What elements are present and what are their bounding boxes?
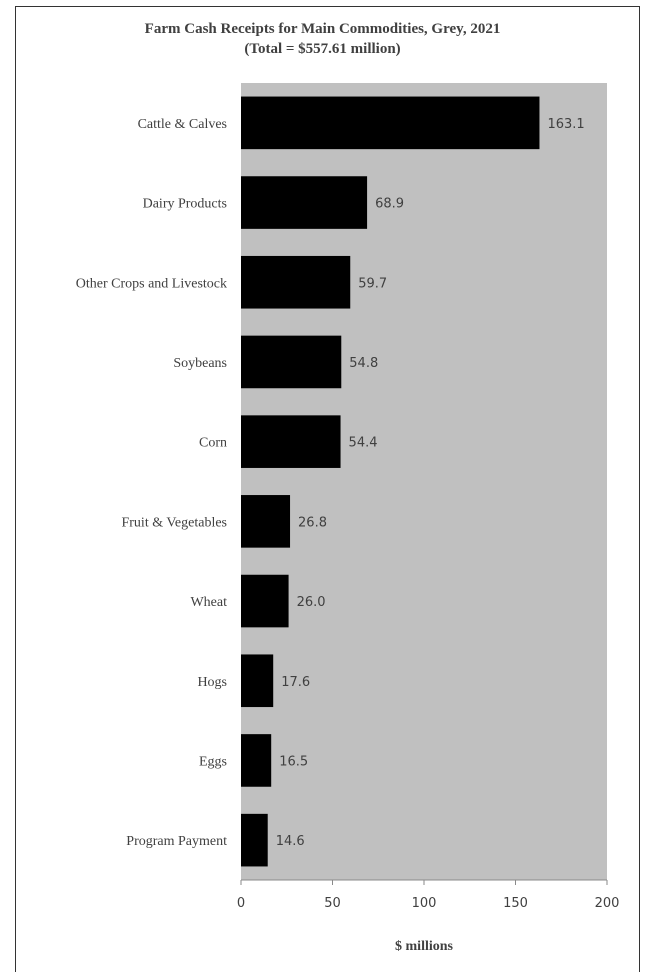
bar (241, 495, 291, 548)
bar (241, 255, 351, 309)
category-labels: Cattle & Calves Dairy Products Other Crops… (76, 117, 227, 849)
x-tick-label: 100 (412, 896, 437, 911)
bar (241, 734, 272, 787)
bar (241, 176, 368, 229)
chart-frame (15, 6, 640, 972)
x-axis-title: $ millions (395, 939, 454, 954)
category-label: Cattle & Calves (138, 117, 227, 132)
category-label: Soybeans (173, 356, 227, 371)
category-label: Hogs (197, 675, 227, 690)
category-label: Other Crops and Livestock (76, 276, 227, 291)
x-axis: 0 50 100 150 200 (237, 879, 620, 911)
chart-title: Farm Cash Receipts for Main Commodities,… (144, 21, 501, 37)
bar (241, 415, 341, 468)
category-label: Fruit & Vegetables (121, 515, 227, 530)
x-tick-label: 150 (503, 896, 528, 911)
x-tick-label: 50 (324, 896, 341, 911)
bar (241, 654, 274, 708)
bar (241, 574, 289, 628)
category-label: Dairy Products (143, 197, 227, 212)
category-label: Eggs (199, 754, 227, 769)
x-tick-label: 0 (237, 896, 245, 911)
category-label: Corn (199, 436, 227, 451)
value-label: 17.6 (281, 675, 310, 690)
value-label: 54.4 (349, 436, 378, 451)
bars-group (241, 96, 540, 867)
value-label: 68.9 (375, 197, 404, 212)
value-label: 59.7 (358, 276, 387, 291)
value-label: 14.6 (276, 834, 305, 849)
bar (241, 813, 268, 867)
bar (241, 335, 342, 389)
value-label: 54.8 (349, 356, 378, 371)
value-label: 26.8 (298, 515, 327, 530)
value-label: 16.5 (279, 754, 308, 769)
value-labels: 163.1 68.9 59.7 54.8 54.4 26.8 26.0 17.6 16.5 14.… (276, 117, 585, 849)
category-label: Program Payment (126, 834, 227, 849)
chart-subtitle: (Total = $557.61 million) (244, 41, 401, 57)
x-tick-label: 200 (595, 896, 620, 911)
value-label: 26.0 (297, 595, 326, 610)
bar (241, 96, 540, 150)
category-label: Wheat (190, 595, 227, 610)
value-label: 163.1 (547, 117, 584, 132)
